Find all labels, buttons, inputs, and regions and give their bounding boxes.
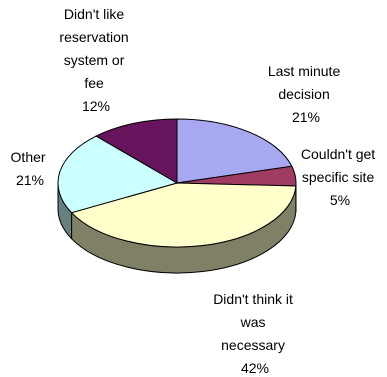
slice-label-didnt-like-reservation-system: Didn't like reservation system or fee 12… — [59, 6, 132, 114]
pie-slice-didn-t-like-reservation-system-or-fee — [95, 118, 178, 184]
slice-label-didnt-think-necessary: Didn't think it was necessary 42% — [213, 291, 297, 376]
pie-slices — [57, 118, 297, 248]
slice-label-last-minute-decision: Last minute decision 21% — [268, 63, 344, 125]
pie-slice-didn-t-think-it-was-necessary — [70, 182, 297, 248]
slice-label-other: Other 21% — [11, 149, 50, 188]
pie-slice-other — [57, 135, 179, 214]
slice-label-couldnt-get-specific-site: Couldn't get specific site 5% — [301, 146, 379, 208]
slice-labels: Last minute decision 21% Couldn't get sp… — [11, 6, 379, 376]
pie-slice-last-minute-decision — [176, 118, 293, 184]
